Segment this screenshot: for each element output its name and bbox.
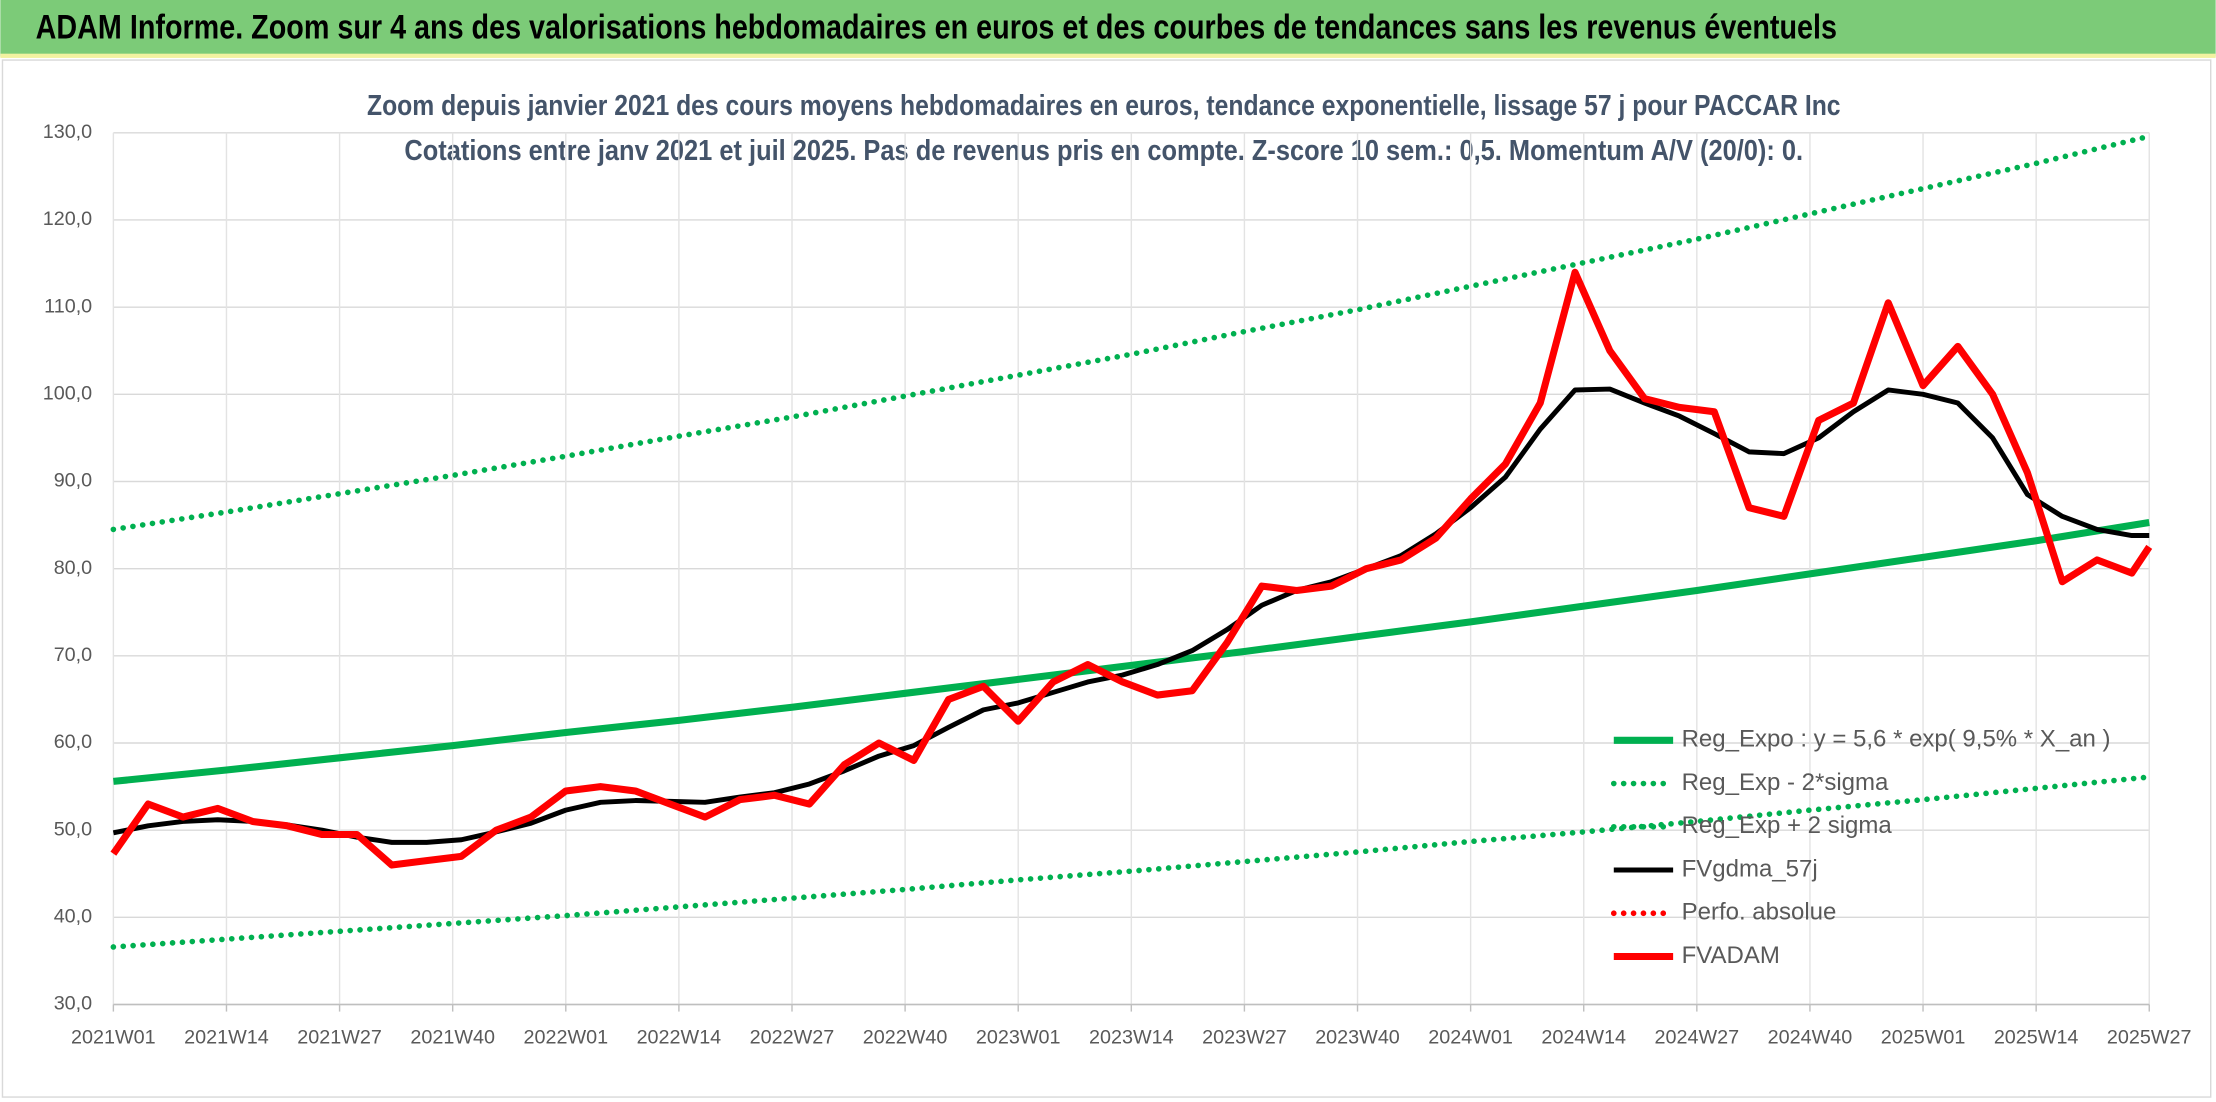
x-tick-label: 2021W14	[184, 1027, 269, 1049]
x-tick-label: 2024W40	[1768, 1027, 1853, 1049]
x-tick-label: 2025W14	[1994, 1027, 2079, 1049]
legend-label: Reg_Exp - 2*sigma	[1682, 769, 1889, 796]
y-tick-label: 100,0	[43, 383, 92, 405]
x-tick-label: 2022W01	[523, 1027, 608, 1049]
y-tick-label: 110,0	[44, 295, 92, 317]
y-tick-label: 90,0	[54, 470, 92, 492]
legend-label: Reg_Exp + 2 sigma	[1682, 812, 1893, 839]
x-tick-label: 2023W01	[976, 1027, 1061, 1049]
series-line	[110, 268, 2153, 869]
chart-title: Zoom depuis janvier 2021 des cours moyen…	[367, 89, 1841, 121]
x-tick-label: 2023W40	[1315, 1027, 1400, 1049]
y-tick-label: 50,0	[54, 818, 92, 840]
legend-label: Perfo. absolue	[1682, 899, 1837, 926]
x-tick-label: 2024W14	[1541, 1027, 1626, 1049]
y-tick-label: 120,0	[43, 208, 92, 230]
header-banner	[0, 0, 2216, 57]
x-tick-label: 2022W27	[750, 1027, 835, 1049]
x-tick-label: 2021W40	[410, 1027, 495, 1049]
x-tick-label: 2025W27	[2107, 1027, 2192, 1049]
legend-label: FVADAM	[1682, 942, 1780, 969]
x-tick-label: 2021W27	[297, 1027, 382, 1049]
grid: 30,0 40,0 50,0 60,0 70,0 80,0 90,0 100,0 110,0 12…	[43, 121, 2192, 1049]
chart-border	[1, 59, 2212, 1098]
x-tick-label: 2024W27	[1655, 1027, 1740, 1049]
x-tick-label: 2025W01	[1881, 1027, 1966, 1049]
series-line	[112, 386, 2150, 845]
chart-subtitle: Cotations entre janv 2021 et juil 2025. …	[404, 134, 1803, 166]
x-tick-label: 2024W01	[1428, 1027, 1513, 1049]
x-tick-label: 2023W27	[1202, 1027, 1287, 1049]
legend-label: FVgdma_57j	[1682, 855, 1818, 882]
y-tick-label: 60,0	[54, 731, 92, 753]
plot-lines	[110, 133, 2153, 950]
series-line	[110, 774, 2153, 950]
x-tick-label: 2021W01	[71, 1027, 156, 1049]
header-underline	[0, 53, 2216, 58]
x-tick-label: 2022W14	[637, 1027, 722, 1049]
legend: Reg_Expo : y = 5,6 * exp( 9,5% * X_an ) R…	[1610, 726, 2111, 969]
y-tick-label: 30,0	[54, 993, 92, 1015]
legend-label: Reg_Expo : y = 5,6 * exp( 9,5% * X_an )	[1682, 726, 2111, 753]
series-line	[110, 133, 2153, 533]
y-tick-label: 80,0	[54, 557, 92, 579]
x-tick-label: 2022W40	[863, 1027, 948, 1049]
y-tick-label: 40,0	[54, 906, 92, 928]
series-line	[113, 518, 2150, 785]
y-tick-label: 70,0	[54, 644, 92, 666]
page-title: ADAM Informe. Zoom sur 4 ans des valoris…	[36, 9, 1837, 47]
x-tick-label: 2023W14	[1089, 1027, 1174, 1049]
y-tick-label: 130,0	[43, 121, 92, 143]
